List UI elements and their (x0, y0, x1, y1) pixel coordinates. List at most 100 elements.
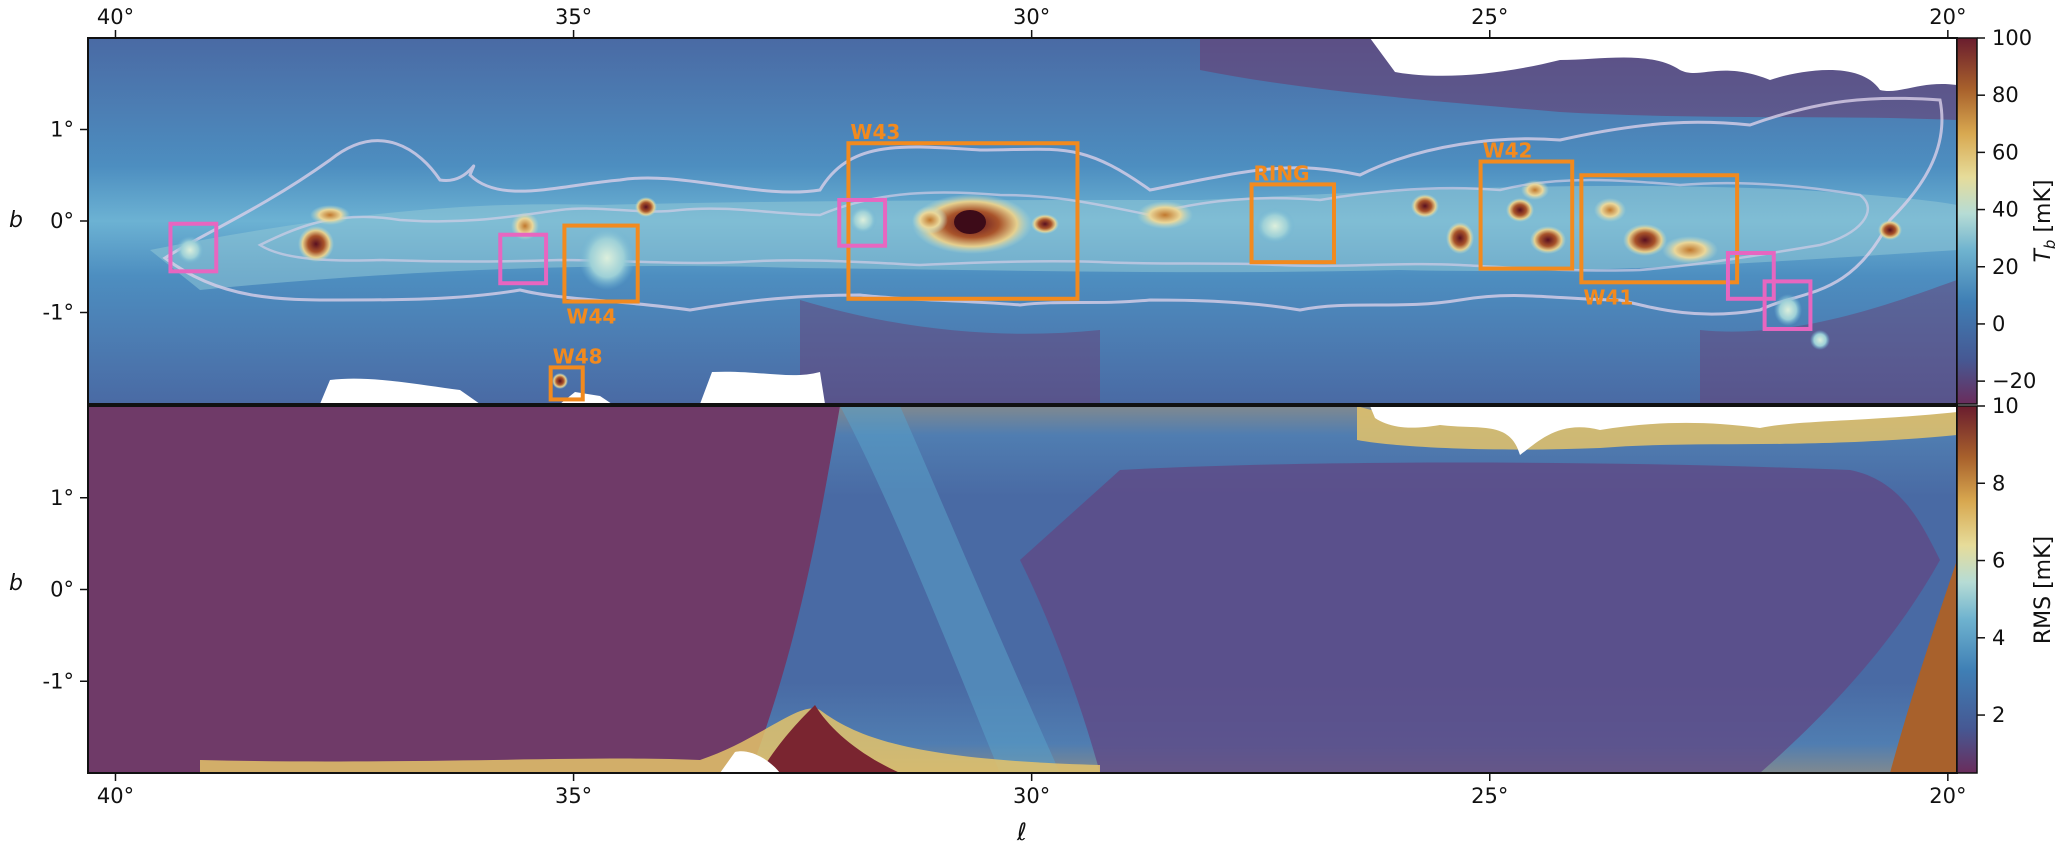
region-box-w48 (548, 365, 585, 402)
region-box-unlabeled (498, 232, 549, 286)
top-cbtick-label: 100 (1992, 26, 2032, 50)
bottom-ytick-label: 0° (50, 578, 74, 602)
top-cbtick-label: −20 (1992, 369, 2036, 393)
region-label-w43: W43 (850, 120, 900, 144)
top-colorbar-ticks: 100 80 60 40 20 0 −20 (1977, 26, 2036, 393)
source-l28 (1137, 201, 1193, 229)
rms-high-bottom-edge (200, 708, 1100, 773)
region-box-w42 (1478, 159, 1575, 271)
top-cbtick-label: 0 (1992, 312, 2005, 336)
bottom-xtick-label: 40° (97, 784, 134, 808)
bottom-ytick-label: 1° (50, 486, 74, 510)
bottom-cbtick-label: 4 (1992, 626, 2005, 650)
source-w43-west (912, 206, 948, 234)
top-cbtick-label: 40 (1992, 198, 2019, 222)
rms-high-right-edge (1890, 560, 1957, 773)
bottom-cbtick-label: 6 (1992, 549, 2005, 573)
top-panel: W43 RING W42 W41 W44 W48 40° 35° 30° 25° 20° 1° 0°… (9, 5, 2059, 405)
region-box-w41 (1579, 173, 1740, 285)
source-w41-b (1662, 236, 1718, 264)
bottom-cbtick-label: 2 (1992, 703, 2005, 727)
contour-outer (162, 96, 1944, 316)
top-noise-region-lower-mid (800, 300, 1100, 404)
bottom-xtick-label: 20° (1929, 784, 1966, 808)
top-xtick-label: 30° (1013, 5, 1050, 29)
source-w44 (579, 226, 635, 290)
bottom-nodata-lower (720, 751, 780, 773)
rms-low-region-left (88, 406, 840, 773)
bottom-colorbar-frame (1956, 405, 1978, 774)
source-l37 (298, 226, 334, 262)
bottom-y-ticks: 1° 0° -1° (43, 486, 88, 693)
top-nodata-lower (320, 378, 480, 404)
source-w42-b (1530, 226, 1566, 254)
source-l39 (176, 236, 204, 264)
contour-inner (257, 178, 1869, 272)
source-w48 (552, 373, 568, 389)
source-l26a (1411, 194, 1439, 218)
source-l34 (635, 197, 657, 217)
region-label-w41: W41 (1583, 285, 1633, 309)
source-w42-c (1521, 180, 1549, 200)
rms-low-region-right (1020, 462, 1940, 773)
top-xtick-label: 20° (1929, 5, 1966, 29)
source-w42-a (1506, 198, 1534, 222)
bottom-xtick-label: 35° (555, 784, 592, 808)
top-colorbar-frame (1956, 37, 1978, 405)
region-box-unlabeled (1725, 251, 1776, 301)
region-box-unlabeled (168, 221, 219, 274)
bottom-heatmap (88, 406, 1957, 773)
region-box-w43 (846, 141, 1080, 301)
source-l21 (1878, 220, 1902, 240)
bottom-colorbar-ticks: 10 8 6 4 2 (1977, 394, 2019, 727)
top-ytick-label: 1° (50, 118, 74, 142)
bottom-colorbar: 10 8 6 4 2 RMS [mK] (1956, 394, 2056, 774)
region-label-w44: W44 (566, 305, 616, 329)
source-l22-b (1774, 294, 1802, 326)
bottom-x-ticks: 40° 35° 30° 25° 20° (97, 773, 1966, 808)
source-w43-east (1031, 214, 1059, 234)
bottom-panel: 40° 35° 30° 25° 20° 1° 0° -1° b ℓ 10 8 6 4 2 RMS [… (9, 394, 2056, 846)
top-ytick-label: 0° (50, 209, 74, 233)
region-label-w48: W48 (553, 344, 603, 368)
top-cbtick-label: 60 (1992, 140, 2019, 164)
rms-mid-stripes (840, 406, 1060, 773)
top-ylabel: b (9, 208, 23, 233)
source-l32 (849, 206, 877, 234)
bottom-colorbar-fill (1957, 406, 1977, 773)
source-l22 (1810, 330, 1830, 350)
bottom-nodata-upper (1370, 406, 1957, 455)
top-xtick-label: 40° (97, 5, 134, 29)
top-colorbar: 100 80 60 40 20 0 −20 Tb [mK] (1956, 26, 2059, 405)
source-w41-c (1594, 198, 1626, 222)
top-cbtick-label: 80 (1992, 83, 2019, 107)
top-x-ticks: 40° 35° 30° 25° 20° (97, 5, 1966, 38)
top-y-ticks: 1° 0° -1° (43, 118, 88, 325)
top-nodata-upper (1370, 38, 1957, 92)
bottom-xtick-label: 30° (1013, 784, 1050, 808)
bottom-cbtick-label: 10 (1992, 394, 2019, 418)
source-l25 (1446, 222, 1474, 254)
region-box-unlabeled (1762, 279, 1813, 331)
top-colorbar-fill (1957, 38, 1977, 404)
region-box-unlabeled (837, 197, 888, 248)
top-heatmap: W43 RING W42 W41 W44 W48 (88, 38, 1957, 404)
region-label-w42: W42 (1483, 139, 1533, 163)
bottom-cbtick-label: 8 (1992, 471, 2005, 495)
top-colorbar-label: Tb [mK] (2031, 179, 2059, 262)
top-ytick-label: -1° (43, 301, 74, 325)
source-w43-core (954, 210, 986, 234)
rms-peak-bottom (760, 705, 900, 773)
region-box-w44 (562, 223, 640, 304)
source-w41-a (1623, 224, 1667, 256)
top-xtick-label: 25° (1471, 5, 1508, 29)
bottom-colorbar-label: RMS [mK] (2031, 536, 2056, 644)
top-nodata-lower-2 (700, 371, 825, 404)
source-ring (1255, 208, 1295, 244)
bottom-ytick-label: -1° (43, 669, 74, 693)
region-boxes: W43 RING W42 W41 W44 W48 (168, 120, 1813, 402)
region-label-ring: RING (1254, 161, 1310, 185)
sources (176, 180, 1902, 389)
region-box-ring (1249, 182, 1336, 265)
